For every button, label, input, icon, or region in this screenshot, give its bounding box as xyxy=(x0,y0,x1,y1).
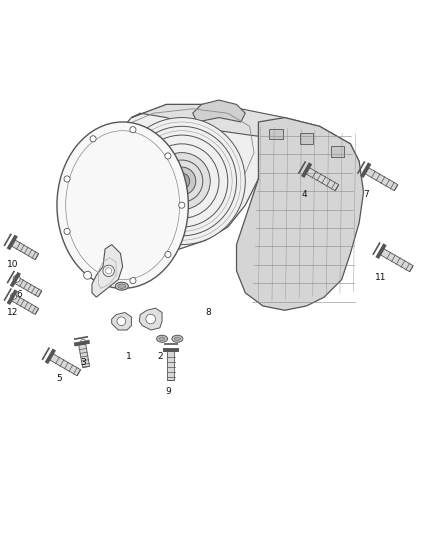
Circle shape xyxy=(165,153,171,159)
Text: 9: 9 xyxy=(166,387,172,396)
Polygon shape xyxy=(15,277,42,297)
Circle shape xyxy=(84,271,92,279)
Ellipse shape xyxy=(159,337,165,341)
Polygon shape xyxy=(50,354,81,376)
Text: 7: 7 xyxy=(363,190,369,199)
Text: 12: 12 xyxy=(7,308,19,317)
Text: 1: 1 xyxy=(126,352,132,361)
Circle shape xyxy=(165,252,171,257)
Polygon shape xyxy=(193,100,245,122)
Polygon shape xyxy=(92,245,123,297)
Circle shape xyxy=(178,177,185,184)
Polygon shape xyxy=(167,351,174,381)
Polygon shape xyxy=(365,168,398,191)
Circle shape xyxy=(117,317,126,326)
Circle shape xyxy=(174,173,190,189)
Circle shape xyxy=(90,136,96,142)
Circle shape xyxy=(153,152,210,209)
Polygon shape xyxy=(12,240,39,260)
Polygon shape xyxy=(12,295,39,314)
Text: 5: 5 xyxy=(56,374,62,383)
Circle shape xyxy=(81,339,86,344)
Polygon shape xyxy=(237,118,364,310)
Ellipse shape xyxy=(115,282,128,290)
Ellipse shape xyxy=(174,337,180,341)
Circle shape xyxy=(13,275,20,282)
Text: 10: 10 xyxy=(7,260,19,269)
Text: 2: 2 xyxy=(157,352,162,361)
Polygon shape xyxy=(112,312,131,330)
Polygon shape xyxy=(131,104,359,161)
Ellipse shape xyxy=(57,122,188,288)
Circle shape xyxy=(130,278,136,284)
Circle shape xyxy=(11,293,17,300)
Circle shape xyxy=(106,268,112,274)
Circle shape xyxy=(179,202,185,208)
Circle shape xyxy=(168,167,196,195)
Circle shape xyxy=(146,314,155,324)
Circle shape xyxy=(130,127,136,133)
Bar xyxy=(331,146,344,157)
Ellipse shape xyxy=(118,284,126,288)
Bar xyxy=(300,133,313,144)
Ellipse shape xyxy=(172,335,183,342)
Text: 8: 8 xyxy=(205,308,211,317)
Text: 4: 4 xyxy=(302,190,307,199)
Polygon shape xyxy=(381,249,413,272)
Circle shape xyxy=(103,265,114,277)
Text: 3: 3 xyxy=(80,358,86,367)
Text: 11: 11 xyxy=(375,273,387,282)
Text: 6: 6 xyxy=(17,290,23,300)
Polygon shape xyxy=(99,104,263,249)
Circle shape xyxy=(118,118,245,245)
Circle shape xyxy=(64,228,70,235)
Polygon shape xyxy=(306,168,339,191)
Polygon shape xyxy=(139,308,162,330)
Bar xyxy=(269,128,283,140)
Circle shape xyxy=(64,176,70,182)
Ellipse shape xyxy=(157,335,167,342)
Polygon shape xyxy=(79,344,89,367)
